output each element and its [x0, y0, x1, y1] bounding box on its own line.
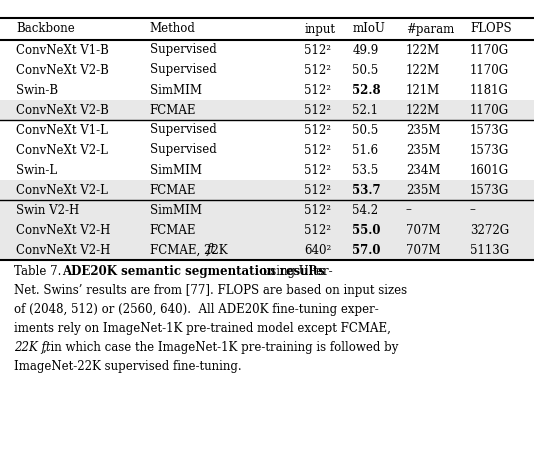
- Text: –: –: [406, 203, 412, 217]
- Text: FCMAE: FCMAE: [150, 184, 196, 196]
- Text: 5113G: 5113G: [470, 244, 509, 257]
- Text: 707M: 707M: [406, 224, 441, 236]
- Text: Net. Swins’ results are from [77]. FLOPS are based on input sizes: Net. Swins’ results are from [77]. FLOPS…: [14, 284, 407, 297]
- Text: 49.9: 49.9: [352, 43, 379, 57]
- Text: 512²: 512²: [304, 43, 332, 57]
- Text: Method: Method: [150, 23, 195, 35]
- Text: 50.5: 50.5: [352, 64, 379, 76]
- Text: FLOPS: FLOPS: [470, 23, 512, 35]
- Text: 122M: 122M: [406, 64, 440, 76]
- Text: 1170G: 1170G: [470, 43, 509, 57]
- Text: 1601G: 1601G: [470, 163, 509, 177]
- Text: 512²: 512²: [304, 184, 332, 196]
- Text: ConvNeXt V1-B: ConvNeXt V1-B: [16, 43, 109, 57]
- Text: using UPer-: using UPer-: [258, 265, 332, 278]
- Text: 512²: 512²: [304, 144, 332, 156]
- Text: FCMAE: FCMAE: [150, 224, 196, 236]
- Text: ft: ft: [207, 244, 216, 257]
- Text: 54.2: 54.2: [352, 203, 379, 217]
- Text: 235M: 235M: [406, 184, 441, 196]
- Text: 707M: 707M: [406, 244, 441, 257]
- Text: 52.8: 52.8: [352, 83, 381, 97]
- Text: –: –: [470, 203, 476, 217]
- Text: 1181G: 1181G: [470, 83, 509, 97]
- Text: Supervised: Supervised: [150, 43, 216, 57]
- Text: 53.5: 53.5: [352, 163, 379, 177]
- Text: 235M: 235M: [406, 144, 441, 156]
- Text: ConvNeXt V2-H: ConvNeXt V2-H: [16, 224, 111, 236]
- Text: 1573G: 1573G: [470, 123, 509, 137]
- Text: 53.7: 53.7: [352, 184, 381, 196]
- Text: ConvNeXt V1-L: ConvNeXt V1-L: [16, 123, 108, 137]
- Text: SimMIM: SimMIM: [150, 83, 201, 97]
- Text: Swin V2-H: Swin V2-H: [16, 203, 79, 217]
- Bar: [0, 100, 534, 120]
- Text: , in which case the ImageNet-1K pre-training is followed by: , in which case the ImageNet-1K pre-trai…: [43, 341, 398, 354]
- Text: 122M: 122M: [406, 104, 440, 116]
- Text: SimMIM: SimMIM: [150, 163, 201, 177]
- Text: 1573G: 1573G: [470, 184, 509, 196]
- Text: mIoU: mIoU: [352, 23, 386, 35]
- Text: SimMIM: SimMIM: [150, 203, 201, 217]
- Text: 512²: 512²: [304, 83, 332, 97]
- Text: 640²: 640²: [304, 244, 332, 257]
- Text: 50.5: 50.5: [352, 123, 379, 137]
- Text: 121M: 121M: [406, 83, 440, 97]
- Text: FCMAE: FCMAE: [150, 104, 196, 116]
- Text: 51.6: 51.6: [352, 144, 379, 156]
- Text: ConvNeXt V2-B: ConvNeXt V2-B: [16, 64, 109, 76]
- Text: 52.1: 52.1: [352, 104, 379, 116]
- Text: ImageNet-22K supervised fine-tuning.: ImageNet-22K supervised fine-tuning.: [14, 360, 241, 373]
- Text: ConvNeXt V2-B: ConvNeXt V2-B: [16, 104, 109, 116]
- Text: Swin-B: Swin-B: [16, 83, 58, 97]
- Text: 122M: 122M: [406, 43, 440, 57]
- Text: 512²: 512²: [304, 123, 332, 137]
- Text: Supervised: Supervised: [150, 144, 216, 156]
- Text: 1170G: 1170G: [470, 64, 509, 76]
- Text: 512²: 512²: [304, 224, 332, 236]
- Text: FCMAE, 22K: FCMAE, 22K: [150, 244, 231, 257]
- Text: Supervised: Supervised: [150, 64, 216, 76]
- Text: of (2048, 512) or (2560, 640).  All ADE20K fine-tuning exper-: of (2048, 512) or (2560, 640). All ADE20…: [14, 303, 379, 316]
- Text: 512²: 512²: [304, 64, 332, 76]
- Text: iments rely on ImageNet-1K pre-trained model except FCMAE,: iments rely on ImageNet-1K pre-trained m…: [14, 322, 391, 335]
- Text: ConvNeXt V2-L: ConvNeXt V2-L: [16, 184, 108, 196]
- Text: 1170G: 1170G: [470, 104, 509, 116]
- Text: 3272G: 3272G: [470, 224, 509, 236]
- Text: Table 7.: Table 7.: [14, 265, 69, 278]
- Text: 55.0: 55.0: [352, 224, 381, 236]
- Text: 235M: 235M: [406, 123, 441, 137]
- Text: Supervised: Supervised: [150, 123, 216, 137]
- Text: 1573G: 1573G: [470, 144, 509, 156]
- Text: 57.0: 57.0: [352, 244, 381, 257]
- Text: #param: #param: [406, 23, 454, 35]
- Text: input: input: [304, 23, 335, 35]
- Bar: [0, 220, 534, 240]
- Text: 512²: 512²: [304, 104, 332, 116]
- Bar: [0, 200, 534, 220]
- Text: Backbone: Backbone: [16, 23, 75, 35]
- Text: ADE20K semantic segmentation results: ADE20K semantic segmentation results: [61, 265, 325, 278]
- Text: Swin-L: Swin-L: [16, 163, 57, 177]
- Text: 234M: 234M: [406, 163, 441, 177]
- Text: 22K ft: 22K ft: [14, 341, 51, 354]
- Text: 512²: 512²: [304, 203, 332, 217]
- Bar: [0, 180, 534, 200]
- Text: ConvNeXt V2-L: ConvNeXt V2-L: [16, 144, 108, 156]
- Text: 512²: 512²: [304, 163, 332, 177]
- Text: ConvNeXt V2-H: ConvNeXt V2-H: [16, 244, 111, 257]
- Bar: [0, 240, 534, 260]
